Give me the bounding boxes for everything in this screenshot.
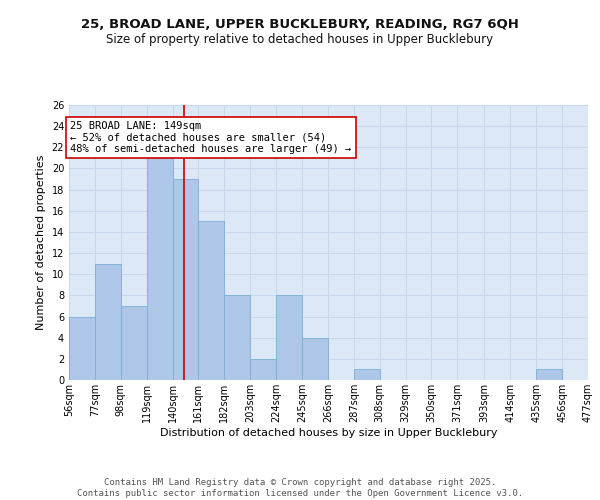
- Text: 25 BROAD LANE: 149sqm
← 52% of detached houses are smaller (54)
48% of semi-deta: 25 BROAD LANE: 149sqm ← 52% of detached …: [70, 121, 352, 154]
- Bar: [199, 222, 224, 380]
- Bar: [224, 296, 250, 380]
- Bar: [302, 338, 328, 380]
- Bar: [250, 359, 276, 380]
- Text: Contains HM Land Registry data © Crown copyright and database right 2025.
Contai: Contains HM Land Registry data © Crown c…: [77, 478, 523, 498]
- Bar: [146, 148, 173, 380]
- Bar: [276, 296, 302, 380]
- Bar: [173, 179, 199, 380]
- Bar: [536, 370, 562, 380]
- Bar: [121, 306, 146, 380]
- Bar: [69, 316, 95, 380]
- Y-axis label: Number of detached properties: Number of detached properties: [36, 155, 46, 330]
- Text: Size of property relative to detached houses in Upper Bucklebury: Size of property relative to detached ho…: [106, 32, 494, 46]
- Bar: [354, 370, 380, 380]
- Bar: [95, 264, 121, 380]
- X-axis label: Distribution of detached houses by size in Upper Bucklebury: Distribution of detached houses by size …: [160, 428, 497, 438]
- Text: 25, BROAD LANE, UPPER BUCKLEBURY, READING, RG7 6QH: 25, BROAD LANE, UPPER BUCKLEBURY, READIN…: [81, 18, 519, 30]
